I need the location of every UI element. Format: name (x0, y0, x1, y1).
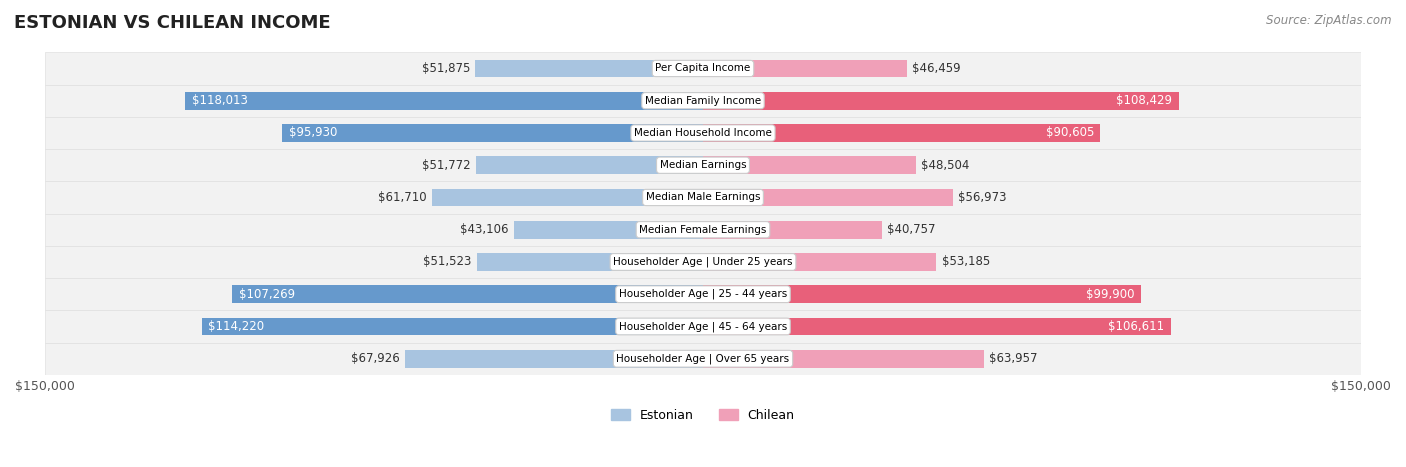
Bar (45, 213, 1361, 246)
Bar (477, 253, 703, 271)
Bar (513, 221, 703, 239)
Text: $63,957: $63,957 (988, 352, 1038, 365)
Bar (283, 124, 703, 142)
Text: $43,106: $43,106 (460, 223, 509, 236)
Bar (45, 181, 1361, 213)
Text: $51,523: $51,523 (423, 255, 471, 269)
Text: $51,875: $51,875 (422, 62, 470, 75)
Text: Median Earnings: Median Earnings (659, 160, 747, 170)
Bar (703, 189, 953, 206)
Bar (703, 318, 1171, 335)
Bar (703, 124, 1101, 142)
Text: $67,926: $67,926 (352, 352, 399, 365)
Text: Median Female Earnings: Median Female Earnings (640, 225, 766, 235)
Text: $118,013: $118,013 (191, 94, 247, 107)
Text: $108,429: $108,429 (1116, 94, 1173, 107)
Bar (703, 221, 882, 239)
Text: Median Male Earnings: Median Male Earnings (645, 192, 761, 203)
Text: Householder Age | Over 65 years: Householder Age | Over 65 years (616, 354, 790, 364)
Text: Median Household Income: Median Household Income (634, 128, 772, 138)
Bar (45, 311, 1361, 343)
Text: Householder Age | 25 - 44 years: Householder Age | 25 - 44 years (619, 289, 787, 299)
Bar (703, 253, 936, 271)
Text: $106,611: $106,611 (1108, 320, 1164, 333)
Text: $107,269: $107,269 (239, 288, 295, 301)
Bar (186, 92, 703, 110)
Bar (45, 52, 1361, 85)
Bar (202, 318, 703, 335)
Legend: Estonian, Chilean: Estonian, Chilean (606, 403, 800, 427)
Text: Median Family Income: Median Family Income (645, 96, 761, 106)
Bar (703, 285, 1142, 303)
Bar (232, 285, 703, 303)
Bar (475, 156, 703, 174)
Text: $53,185: $53,185 (942, 255, 990, 269)
Bar (405, 350, 703, 368)
Bar (703, 350, 984, 368)
Bar (45, 85, 1361, 117)
Text: $56,973: $56,973 (959, 191, 1007, 204)
Text: $46,459: $46,459 (912, 62, 960, 75)
Text: Householder Age | 45 - 64 years: Householder Age | 45 - 64 years (619, 321, 787, 332)
Text: $40,757: $40,757 (887, 223, 935, 236)
Text: $48,504: $48,504 (921, 159, 969, 172)
Text: $51,772: $51,772 (422, 159, 471, 172)
Text: $90,605: $90,605 (1046, 127, 1094, 140)
Text: $114,220: $114,220 (208, 320, 264, 333)
Bar (45, 343, 1361, 375)
Bar (703, 60, 907, 78)
Bar (475, 60, 703, 78)
Text: $61,710: $61,710 (378, 191, 427, 204)
Bar (45, 117, 1361, 149)
Text: $99,900: $99,900 (1087, 288, 1135, 301)
Text: $95,930: $95,930 (288, 127, 337, 140)
Bar (45, 149, 1361, 181)
Bar (45, 278, 1361, 311)
Bar (703, 92, 1178, 110)
Bar (45, 246, 1361, 278)
Text: Householder Age | Under 25 years: Householder Age | Under 25 years (613, 257, 793, 267)
Text: Per Capita Income: Per Capita Income (655, 64, 751, 73)
Bar (432, 189, 703, 206)
Text: ESTONIAN VS CHILEAN INCOME: ESTONIAN VS CHILEAN INCOME (14, 14, 330, 32)
Text: Source: ZipAtlas.com: Source: ZipAtlas.com (1267, 14, 1392, 27)
Bar (703, 156, 915, 174)
